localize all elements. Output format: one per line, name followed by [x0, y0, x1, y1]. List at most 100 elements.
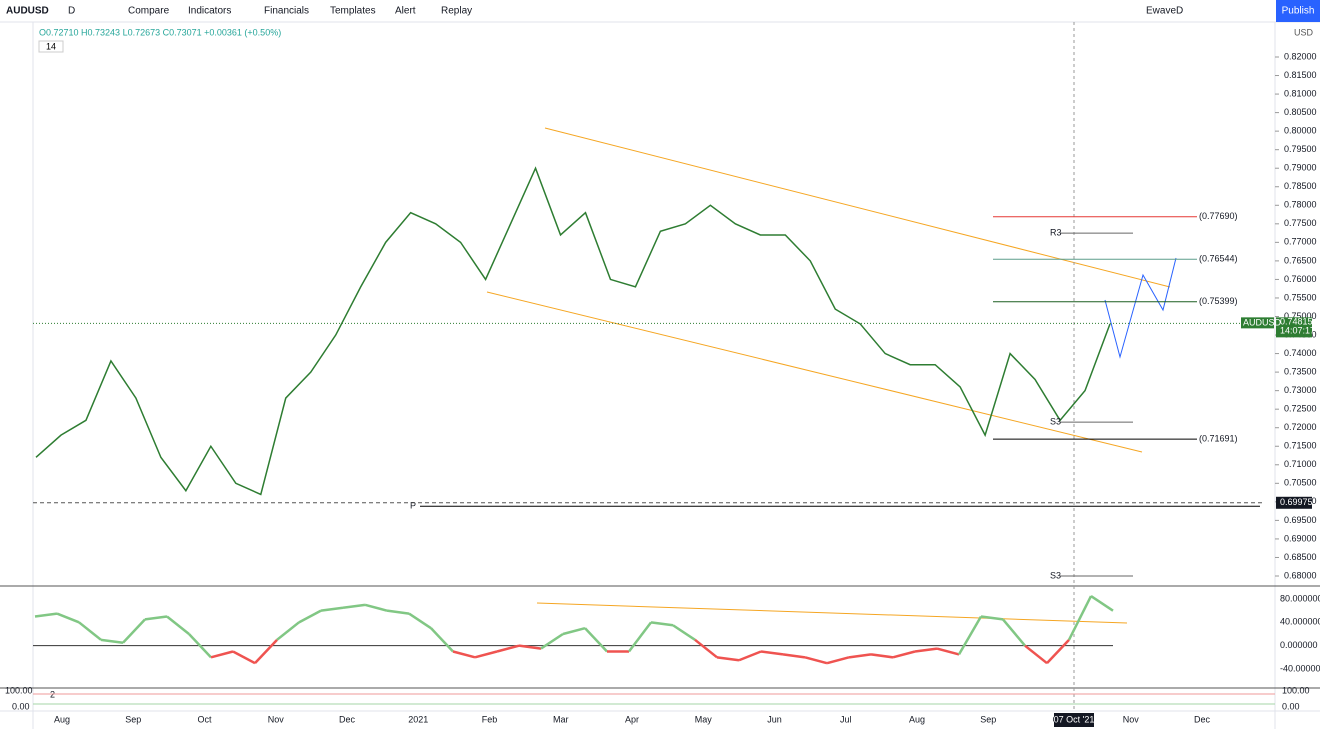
level-label: (0.71691): [1199, 434, 1238, 444]
time-label: Mar: [553, 714, 569, 724]
symbol-tag-label: AUDUSD: [1243, 318, 1282, 328]
time-label: Jun: [767, 714, 782, 724]
y-tick-label: 0.80500: [1284, 107, 1317, 117]
current-price-tag: [1276, 317, 1312, 338]
publish-button[interactable]: [1276, 0, 1320, 22]
pivot-label: S3: [1050, 417, 1061, 427]
templates[interactable]: Templates: [330, 6, 376, 17]
alert[interactable]: Alert: [395, 6, 416, 17]
osc-segment: [694, 638, 718, 659]
time-label: Oct: [197, 714, 212, 724]
time-label: Jul: [840, 714, 852, 724]
osc-segment: [210, 650, 234, 659]
projection-path: [1104, 257, 1177, 359]
symbol-tag: [1241, 317, 1274, 329]
indicators[interactable]: Indicators: [188, 6, 231, 17]
time-label: Sep: [980, 714, 996, 724]
osc-segment: [144, 615, 168, 621]
osc-segment: [342, 603, 366, 609]
user-layout[interactable]: EwaveD: [1146, 6, 1183, 17]
osc-segment: [936, 647, 960, 656]
osc-segment: [628, 621, 652, 653]
y-tick-label: 0.68000: [1284, 570, 1317, 580]
osc-segment: [562, 626, 586, 636]
osc-segment: [496, 644, 520, 653]
level-label: (0.77690): [1199, 211, 1238, 221]
pivot-label: S3: [1050, 570, 1061, 580]
y-tick-label: 0.73000: [1284, 385, 1317, 395]
cursor-label: 07 Oct '21: [1054, 714, 1095, 724]
osc-segment: [276, 621, 300, 641]
y-tick-label: 0.75500: [1284, 292, 1317, 302]
interval[interactable]: D: [68, 6, 75, 17]
lower-bottom: 0.00: [1282, 701, 1300, 711]
y-tick-label: 0.78000: [1284, 200, 1317, 210]
compare[interactable]: Compare: [128, 6, 170, 17]
osc-segment: [364, 603, 388, 612]
channel-upper: [544, 127, 1171, 288]
y-tick-label: 0.82000: [1284, 51, 1317, 61]
osc-segment: [892, 650, 916, 659]
osc-tick-label: 0.000000: [1280, 640, 1318, 650]
y-tick-label: 0.72500: [1284, 404, 1317, 414]
y-tick-label: 0.75000: [1284, 311, 1317, 321]
replay[interactable]: Replay: [441, 6, 472, 17]
osc-segment: [1024, 644, 1048, 665]
y-tick-label: 0.79500: [1284, 144, 1317, 154]
y-tick-label: 0.81500: [1284, 70, 1317, 80]
time-label: Nov: [1123, 714, 1140, 724]
collapse-button[interactable]: [38, 40, 64, 53]
osc-segment: [298, 609, 322, 624]
currency[interactable]: USD: [1294, 27, 1314, 37]
time-label: Nov: [268, 714, 285, 724]
publish-label[interactable]: Publish: [1282, 6, 1315, 17]
osc-segment: [738, 650, 762, 662]
osc-segment: [386, 609, 410, 615]
osc-tick-label: 40.000000: [1280, 617, 1320, 627]
dashed-tag: [1276, 496, 1312, 509]
osc-segment: [650, 621, 674, 627]
indicator-count[interactable]: 14: [46, 41, 56, 51]
cursor-tag: [1054, 713, 1094, 727]
countdown: 14:07:17: [1280, 326, 1315, 336]
dashed-label: 0.69975: [1280, 497, 1313, 507]
ohlc-legend: O0.72710 H0.73243 L0.72673 C0.73071 +0.0…: [39, 27, 281, 37]
time-label: Sep: [125, 714, 141, 724]
osc-segment: [320, 606, 344, 612]
osc-segment: [848, 653, 872, 659]
osc-segment: [232, 650, 256, 665]
lower-left-top: 100.00: [5, 685, 33, 695]
lower-top: 100.00: [1282, 685, 1310, 695]
time-label: Dec: [339, 714, 356, 724]
y-tick-label: 0.80000: [1284, 126, 1317, 136]
channel-lower: [486, 291, 1143, 453]
osc-segment: [430, 627, 454, 653]
osc-segment: [782, 653, 806, 659]
osc-segment: [78, 621, 102, 641]
pivot-label: P: [410, 501, 416, 511]
y-tick-label: 0.77500: [1284, 218, 1317, 228]
level-label: (0.76544): [1199, 254, 1238, 264]
osc-segment: [1067, 595, 1093, 641]
symbol[interactable]: AUDUSD: [6, 6, 49, 17]
y-tick-label: 0.77000: [1284, 237, 1317, 247]
osc-segment: [452, 650, 476, 659]
osc-segment: [518, 644, 542, 650]
price-line: [35, 166, 1111, 496]
y-tick-label: 0.72000: [1284, 422, 1317, 432]
y-tick-label: 0.69500: [1284, 515, 1317, 525]
osc-segment: [760, 650, 784, 656]
osc-segment: [980, 615, 1004, 621]
toolbar: [0, 0, 1320, 22]
y-tick-label: 0.78500: [1284, 181, 1317, 191]
osc-segment: [957, 615, 983, 656]
osc-segment: [672, 624, 696, 641]
time-label: Aug: [54, 714, 70, 724]
time-label: Apr: [625, 714, 639, 724]
osc-segment: [804, 656, 828, 665]
y-tick-label: 0.76500: [1284, 255, 1317, 265]
osc-segment: [716, 656, 740, 662]
financials[interactable]: Financials: [264, 6, 309, 17]
y-tick-label: 0.68500: [1284, 552, 1317, 562]
